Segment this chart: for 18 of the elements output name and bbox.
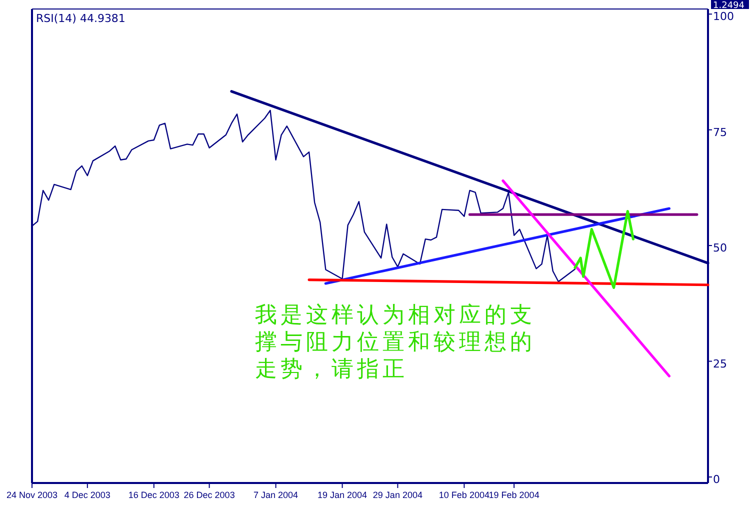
x-tick-label: 29 Jan 2004 <box>372 490 422 500</box>
x-tick-label: 16 Dec 2003 <box>128 490 180 500</box>
y-tick-label: 50 <box>713 242 727 255</box>
x-tick-label: 10 Feb 2004 <box>438 490 490 500</box>
chart-title: RSI(14) 44.9381 <box>36 12 126 25</box>
x-tick-label: 24 Nov 2003 <box>6 490 58 500</box>
x-tick-label: 7 Jan 2004 <box>254 490 298 500</box>
y-tick-label: 100 <box>713 10 734 24</box>
x-tick-label: 4 Dec 2003 <box>64 490 110 500</box>
y-tick-label: 75 <box>713 126 727 139</box>
x-tick-label: 19 Feb 2004 <box>488 490 540 500</box>
annotation: 我是这样认为相对应的支撑与阻力位置和较理想的走势，请指正 <box>255 302 536 383</box>
x-tick-label: 19 Jan 2004 <box>318 490 368 500</box>
line-series <box>574 210 634 289</box>
y-tick-label: 25 <box>713 357 727 370</box>
text: 1.2494 <box>713 1 745 11</box>
x-tick-label: 26 Dec 2003 <box>184 490 235 500</box>
y-tick-label: 0 <box>713 472 720 486</box>
